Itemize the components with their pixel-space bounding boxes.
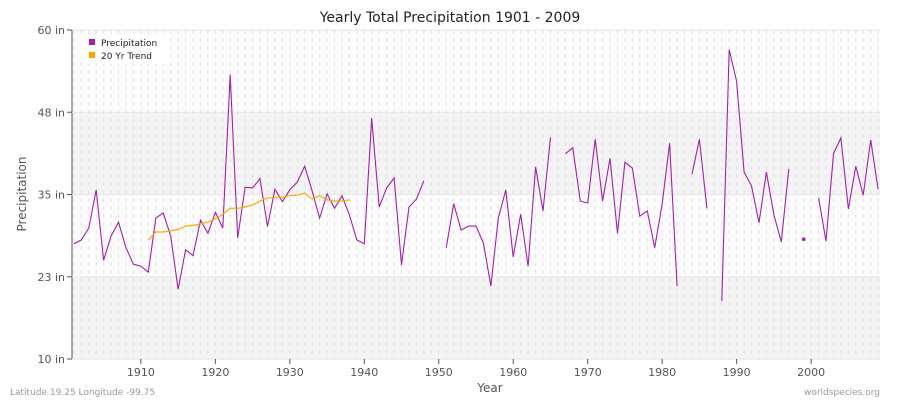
x-tick-label: 1960 xyxy=(499,366,527,379)
legend-label-precipitation: Precipitation xyxy=(101,39,157,49)
x-tick-label: 1950 xyxy=(425,366,453,379)
precipitation-line xyxy=(565,139,678,287)
x-axis-label: Year xyxy=(476,381,502,395)
y-tick-label: 35 in xyxy=(37,189,65,202)
y-tick-label: 60 in xyxy=(37,24,65,37)
footer-location: Latitude 19.25 Longitude -99.75 xyxy=(10,388,155,398)
footer-source: worldspecies.org xyxy=(804,388,880,398)
legend-label-trend: 20 Yr Trend xyxy=(101,52,152,62)
x-tick-label: 1940 xyxy=(350,366,378,379)
x-tick-label: 1980 xyxy=(648,366,676,379)
precipitation-point xyxy=(801,237,806,241)
legend-swatch-precipitation xyxy=(89,39,95,45)
y-tick-label: 23 in xyxy=(37,271,65,284)
legend-swatch-trend xyxy=(89,52,95,58)
y-tick-label: 10 in xyxy=(37,353,65,366)
precipitation-line xyxy=(691,139,708,209)
x-tick-label: 1910 xyxy=(127,366,155,379)
y-tick-label: 48 in xyxy=(37,106,65,119)
legend: Precipitation 20 Yr Trend xyxy=(80,34,170,64)
x-tick-label: 1930 xyxy=(276,366,304,379)
x-tick-label: 1990 xyxy=(723,366,751,379)
precipitation-line xyxy=(818,135,879,242)
precipitation-line xyxy=(721,49,790,302)
precipitation-line xyxy=(73,74,425,290)
precipitation-line xyxy=(445,137,552,287)
trend-line xyxy=(147,192,350,241)
chart-title: Yearly Total Precipitation 1901 - 2009 xyxy=(319,10,581,26)
x-tick-label: 2000 xyxy=(797,366,825,379)
x-tick-label: 1920 xyxy=(201,366,229,379)
x-tick-label: 1970 xyxy=(574,366,602,379)
y-axis-label: Precipitation xyxy=(15,156,29,231)
